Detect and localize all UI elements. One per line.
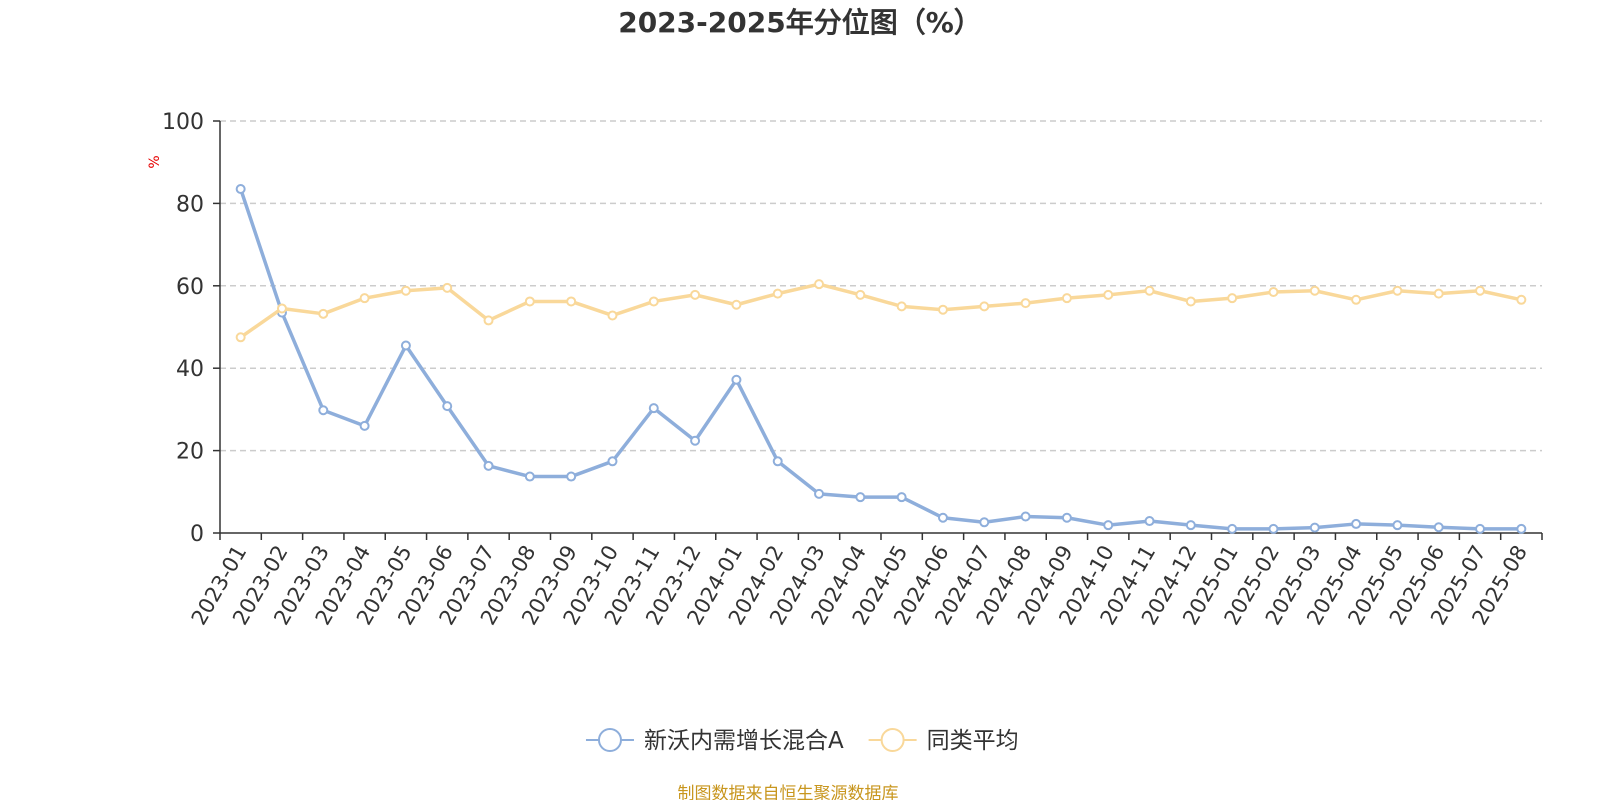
data-point	[607, 456, 618, 467]
data-point	[937, 512, 948, 523]
data-point	[400, 340, 411, 351]
data-point	[648, 403, 659, 414]
data-point	[566, 471, 577, 482]
legend-label: 同类平均	[927, 728, 1019, 754]
data-point	[524, 471, 535, 482]
data-point	[483, 315, 494, 326]
data-point	[690, 435, 701, 446]
y-tick-label: 40	[176, 357, 204, 382]
data-point	[855, 492, 866, 503]
y-tick-label: 80	[176, 192, 204, 217]
data-point	[772, 288, 783, 299]
series-line	[238, 282, 1524, 340]
grid-lines	[220, 120, 1542, 452]
data-point	[1309, 285, 1320, 296]
data-point	[483, 460, 494, 471]
data-point	[442, 401, 453, 412]
data-point	[359, 420, 370, 431]
data-point	[1516, 294, 1527, 305]
data-point	[1392, 285, 1403, 296]
data-point	[1020, 511, 1031, 522]
data-point	[607, 310, 618, 321]
data-point	[235, 183, 246, 194]
data-point	[1475, 285, 1486, 296]
data-point	[896, 492, 907, 503]
data-point	[814, 279, 825, 290]
data-point	[442, 282, 453, 293]
legend-item-1: 新沃内需增长混合A	[585, 728, 844, 754]
data-point	[814, 488, 825, 499]
data-point	[731, 374, 742, 385]
data-point	[1351, 294, 1362, 305]
data-point	[1268, 523, 1279, 534]
data-point	[1392, 520, 1403, 531]
series-line	[238, 187, 1524, 531]
y-axis-label: %	[147, 155, 163, 168]
data-point	[1103, 520, 1114, 531]
data-point	[855, 289, 866, 300]
data-point	[1227, 293, 1238, 304]
data-point	[1227, 523, 1238, 534]
series-layer	[235, 183, 1527, 534]
chart-title: 2023-2025年分位图（%）	[618, 6, 982, 39]
data-point	[1185, 296, 1196, 307]
data-point	[979, 301, 990, 312]
axes: 0204060801002023-012023-022023-032023-04…	[162, 110, 1543, 629]
legend: 新沃内需增长混合A 同类平均	[585, 728, 1019, 754]
data-point	[276, 303, 287, 314]
data-point	[772, 456, 783, 467]
data-point	[1144, 516, 1155, 527]
data-point	[648, 296, 659, 307]
y-tick-label: 100	[162, 110, 204, 135]
data-point	[1351, 518, 1362, 529]
data-point	[1061, 293, 1072, 304]
series-2	[235, 279, 1527, 343]
data-point	[1185, 520, 1196, 531]
data-point	[1103, 289, 1114, 300]
data-point	[1516, 523, 1527, 534]
series-1	[235, 183, 1527, 534]
data-point	[1061, 512, 1072, 523]
data-point	[731, 299, 742, 310]
legend-marker	[597, 728, 622, 752]
data-point	[1268, 286, 1279, 297]
data-point	[937, 304, 948, 315]
data-point	[318, 308, 329, 319]
source-text: 制图数据来自恒生聚源数据库	[678, 784, 899, 800]
data-point	[1020, 298, 1031, 309]
data-point	[1433, 288, 1444, 299]
legend-marker	[880, 728, 905, 752]
y-tick-label: 0	[190, 522, 204, 547]
data-point	[1475, 523, 1486, 534]
data-point	[566, 296, 577, 307]
data-point	[979, 517, 990, 528]
legend-item-2: 同类平均	[868, 728, 1019, 754]
data-point	[318, 405, 329, 416]
data-point	[896, 301, 907, 312]
y-tick-label: 60	[176, 275, 204, 300]
data-point	[690, 289, 701, 300]
y-tick-label: 20	[176, 440, 204, 465]
data-point	[1144, 285, 1155, 296]
data-point	[1309, 522, 1320, 533]
data-point	[359, 293, 370, 304]
data-point	[400, 285, 411, 296]
legend-label: 新沃内需增长混合A	[644, 728, 844, 754]
data-point	[524, 296, 535, 307]
data-point	[235, 332, 246, 343]
data-point	[1433, 522, 1444, 533]
